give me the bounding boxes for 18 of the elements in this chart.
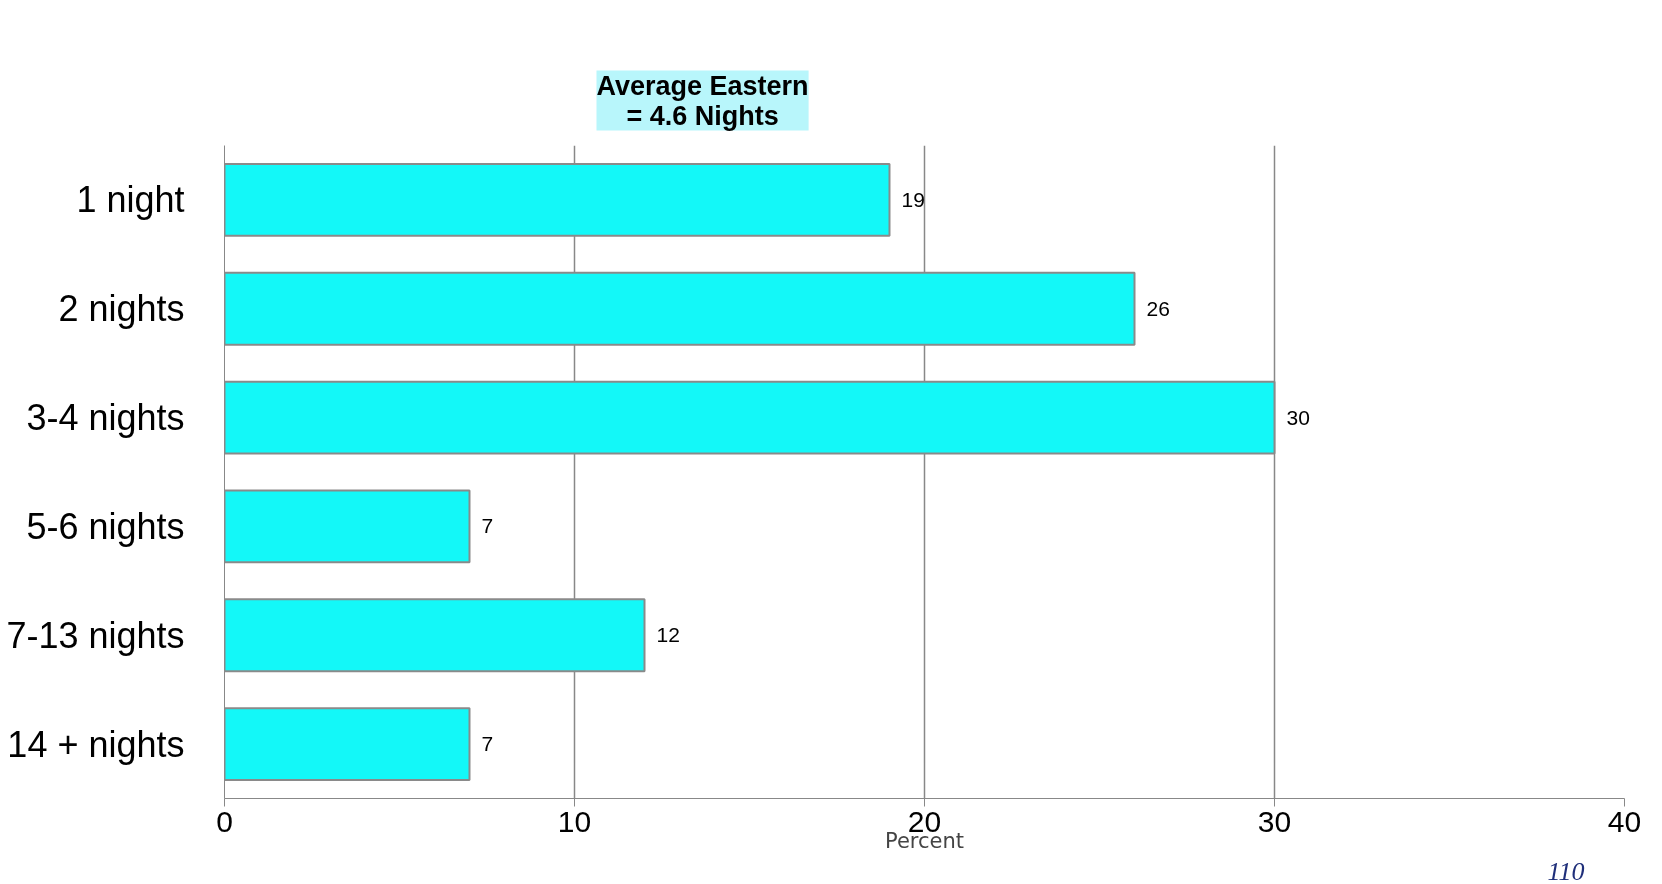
data-label: 12 bbox=[656, 623, 680, 647]
y-tick-label: 14 + nights bbox=[7, 723, 185, 765]
text: 110 bbox=[1547, 856, 1585, 884]
x-tick-label: 10 bbox=[557, 804, 592, 838]
y-tick-label: 3-4 nights bbox=[26, 397, 185, 439]
y-tick-label: 7-13 nights bbox=[6, 614, 185, 656]
data-label: 30 bbox=[1286, 405, 1310, 429]
x-tick-label: 30 bbox=[1257, 804, 1292, 838]
y-tick-label: 5-6 nights bbox=[26, 505, 185, 547]
data-label: 19 bbox=[901, 187, 925, 211]
x-tick-label: 40 bbox=[1607, 804, 1642, 838]
data-label: 26 bbox=[1146, 296, 1170, 320]
y-tick-label: 1 night bbox=[76, 179, 185, 221]
x-tick-label: 0 bbox=[216, 804, 233, 838]
data-label: 7 bbox=[481, 732, 494, 756]
y-tick-label: 2 nights bbox=[58, 288, 185, 330]
data-label: 7 bbox=[481, 514, 494, 538]
chart-title: Average Eastern = 4.6 Nights bbox=[596, 70, 809, 131]
